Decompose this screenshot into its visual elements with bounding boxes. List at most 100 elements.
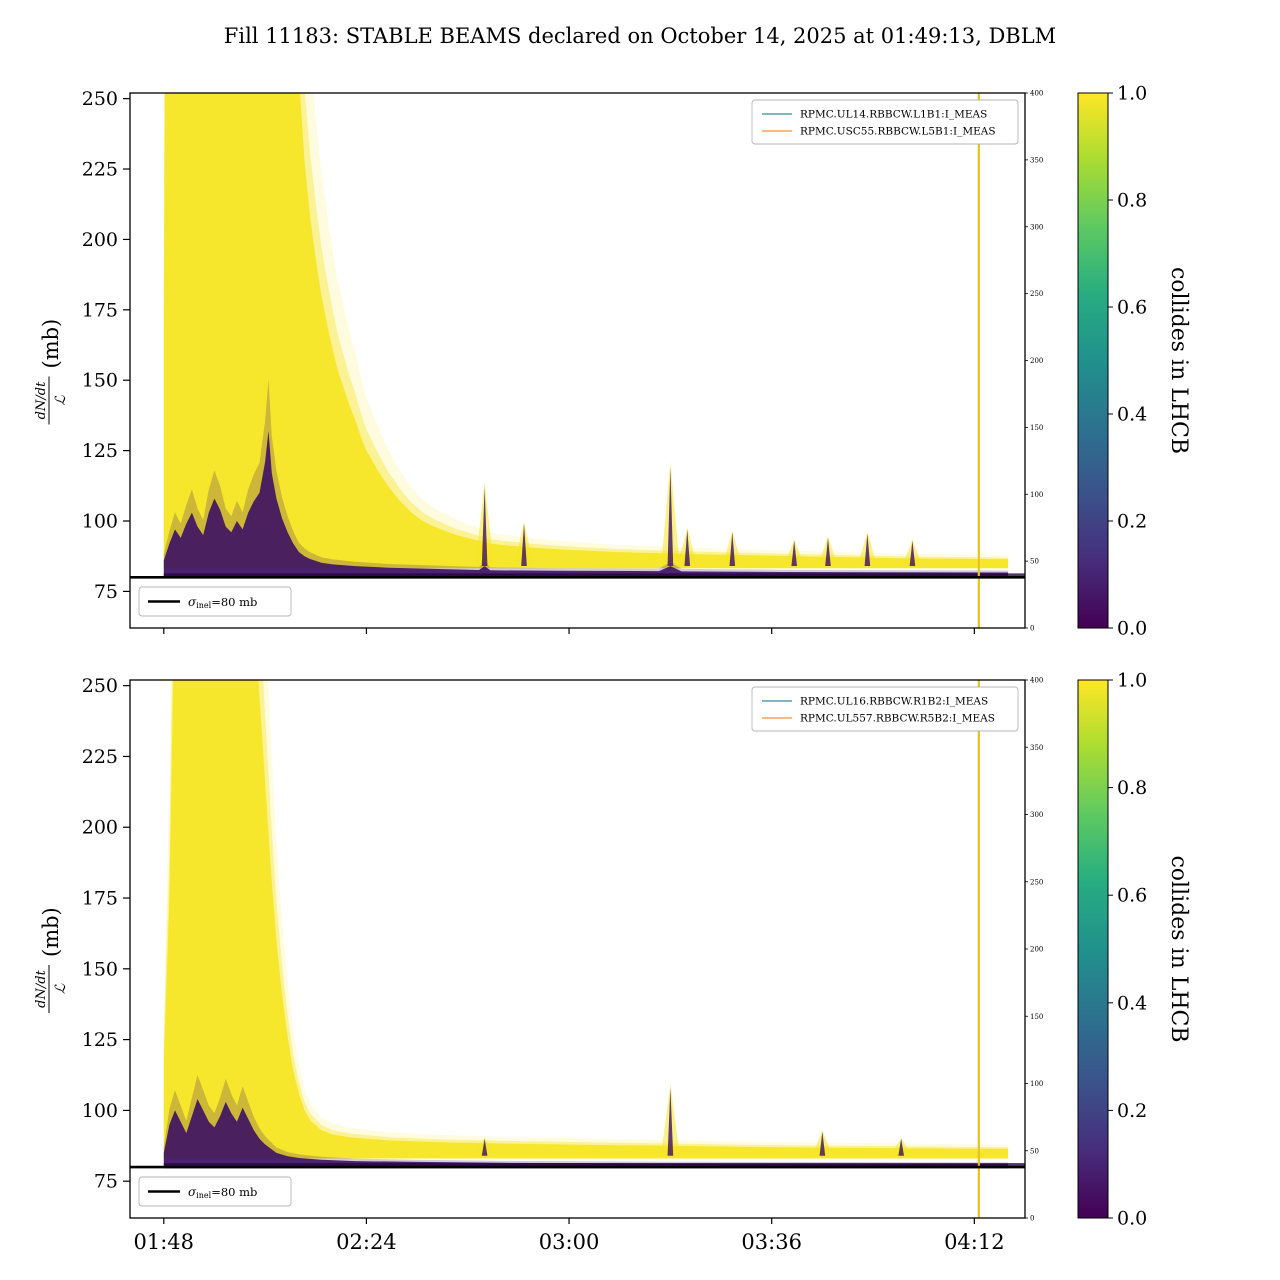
spike-core [791,540,798,567]
spike-core [898,1138,904,1156]
colorbar: 0.0 0.2 0.4 0.6 0.8 1.0 collides in LHCB [1077,670,1191,1230]
sigma-legend-label: σinel=80 mb [188,1185,257,1200]
series-legend: RPMC.UL16.RBBCW.R1B2:I_MEAS RPMC.UL557.RB… [751,686,1019,732]
right-tick-label: 300 [1030,811,1043,819]
ylabel-unit: (mb) [39,907,63,957]
y-tick-label: 125 [82,440,118,462]
legend-label: RPMC.USC55.RBBCW.L5B1:I_MEAS [800,126,996,138]
right-tick-label: 200 [1030,946,1043,954]
beam-loss-cloud [163,93,1009,569]
y-axis-label: dN/dt ℒ (mb) [34,319,69,425]
y-tick-label: 150 [82,370,118,392]
right-tick-label: 350 [1030,744,1043,752]
right-tick-label: 400 [1030,90,1043,98]
y-tick-label: 150 [82,958,118,980]
x-tick-label: 03:36 [741,1230,802,1254]
legend-box [751,99,1019,145]
colorbar: 0.0 0.2 0.4 0.6 0.8 1.0 collides in LHCB [1077,83,1191,640]
x-axis: 01:48 02:24 03:00 03:36 04:12 [134,1218,1005,1254]
dense-line-band [163,1099,1009,1169]
colorbar-label: collides in LHCB [1166,855,1191,1042]
colorbar-label: collides in LHCB [1166,267,1191,454]
sigma-legend: σinel=80 mb [138,586,292,617]
spike-core [684,529,691,567]
right-tick-label: 150 [1030,424,1043,432]
colorbar-tick-label: 0.6 [1117,885,1147,907]
y-tick-label: 250 [82,88,118,110]
colorbar-tick-label: 0.4 [1117,404,1147,426]
data-marks [163,680,1025,1218]
data-marks [163,93,1025,628]
spike-core [729,532,736,567]
figure-title: Fill 11183: STABLE BEAMS declared on Oct… [223,24,1057,48]
series-legend: RPMC.UL14.RBBCW.L1B1:I_MEAS RPMC.USC55.RB… [751,99,1019,145]
right-tick-label: 200 [1030,357,1043,365]
spike-core [819,1131,826,1156]
colorbar-tick-label: 0.8 [1117,777,1147,799]
y-tick-label: 200 [82,229,118,251]
y-tick-label: 100 [82,1100,118,1122]
y-tick-label: 125 [82,1029,118,1051]
spike-core [667,467,674,567]
colorbar-gradient [1077,679,1109,1219]
y-tick-label: 175 [82,299,118,321]
right-tick-label: 250 [1030,290,1043,298]
y-axis: 75 100 125 150 175 200 225 250 [82,88,130,603]
y-axis: 75 100 125 150 175 200 225 250 [82,675,130,1193]
spike-core [864,533,871,567]
y-tick-label: 225 [82,159,118,181]
right-tick-label: 100 [1030,1080,1043,1088]
y-tick-label: 100 [82,511,118,533]
colorbar-tick-label: 1.0 [1117,670,1147,692]
ylabel-denominator: ℒ [53,983,69,994]
y-axis-label: dN/dt ℒ (mb) [34,907,69,1013]
legend-label: RPMC.UL14.RBBCW.L1B1:I_MEAS [800,109,987,121]
y-tick-label: 75 [94,1171,118,1193]
right-tick-label: 0 [1030,1215,1034,1223]
right-mini-axis: 0 50 100 150 200 250 300 350 400 [1025,90,1043,633]
y-tick-label: 175 [82,888,118,910]
right-tick-label: 400 [1030,677,1043,685]
spike-core [825,537,831,567]
right-tick-label: 350 [1030,156,1043,164]
colorbar-tick-label: 0.0 [1117,618,1147,640]
legend-box [751,686,1019,732]
right-tick-label: 100 [1030,491,1043,499]
beam-loss-cloud [163,93,1009,569]
sigma-legend-label: σinel=80 mb [188,595,257,610]
spike-core [481,487,488,567]
y-tick-label: 225 [82,746,118,768]
right-tick-label: 300 [1030,223,1043,231]
panel-1: 75 100 125 150 175 200 225 250 0 50 100 150 200 250 30… [34,83,1191,640]
spike-core [481,1138,488,1156]
colorbar-tick-label: 0.2 [1117,1100,1147,1122]
colorbar-tick-label: 0.4 [1117,992,1147,1014]
sigma-legend: σinel=80 mb [138,1176,292,1207]
legend-label: RPMC.UL16.RBBCW.R1B2:I_MEAS [800,696,988,708]
x-tick-label: 01:48 [134,1230,195,1254]
dense-line-band [163,430,1009,579]
right-tick-label: 50 [1030,558,1039,566]
spike-core [909,540,916,567]
beam-loss-cloud [163,680,1009,1159]
panel-2: 01:48 02:24 03:00 03:36 04:12 75 100 125 150 175 2… [34,670,1191,1255]
ylabel-denominator: ℒ [53,395,69,406]
right-tick-label: 50 [1030,1147,1039,1155]
right-mini-axis: 0 50 100 150 200 250 300 350 400 [1025,677,1043,1223]
x-tick-label: 04:12 [944,1230,1005,1254]
beam-loss-cloud [163,93,1009,569]
y-tick-label: 250 [82,675,118,697]
dense-core-band [163,573,1025,579]
legend-label: RPMC.UL557.RBBCW.R5B2:I_MEAS [800,713,995,725]
ylabel-numerator: dN/dt [34,381,49,419]
dense-core-band [163,1163,1025,1168]
right-tick-label: 150 [1030,1013,1043,1021]
spike-core [667,1087,674,1156]
x-tick-label: 02:24 [336,1230,397,1254]
right-tick-label: 0 [1030,625,1034,633]
sigma-legend-box [138,586,292,617]
sigma-legend-box [138,1176,292,1207]
y-tick-label: 75 [94,581,118,603]
